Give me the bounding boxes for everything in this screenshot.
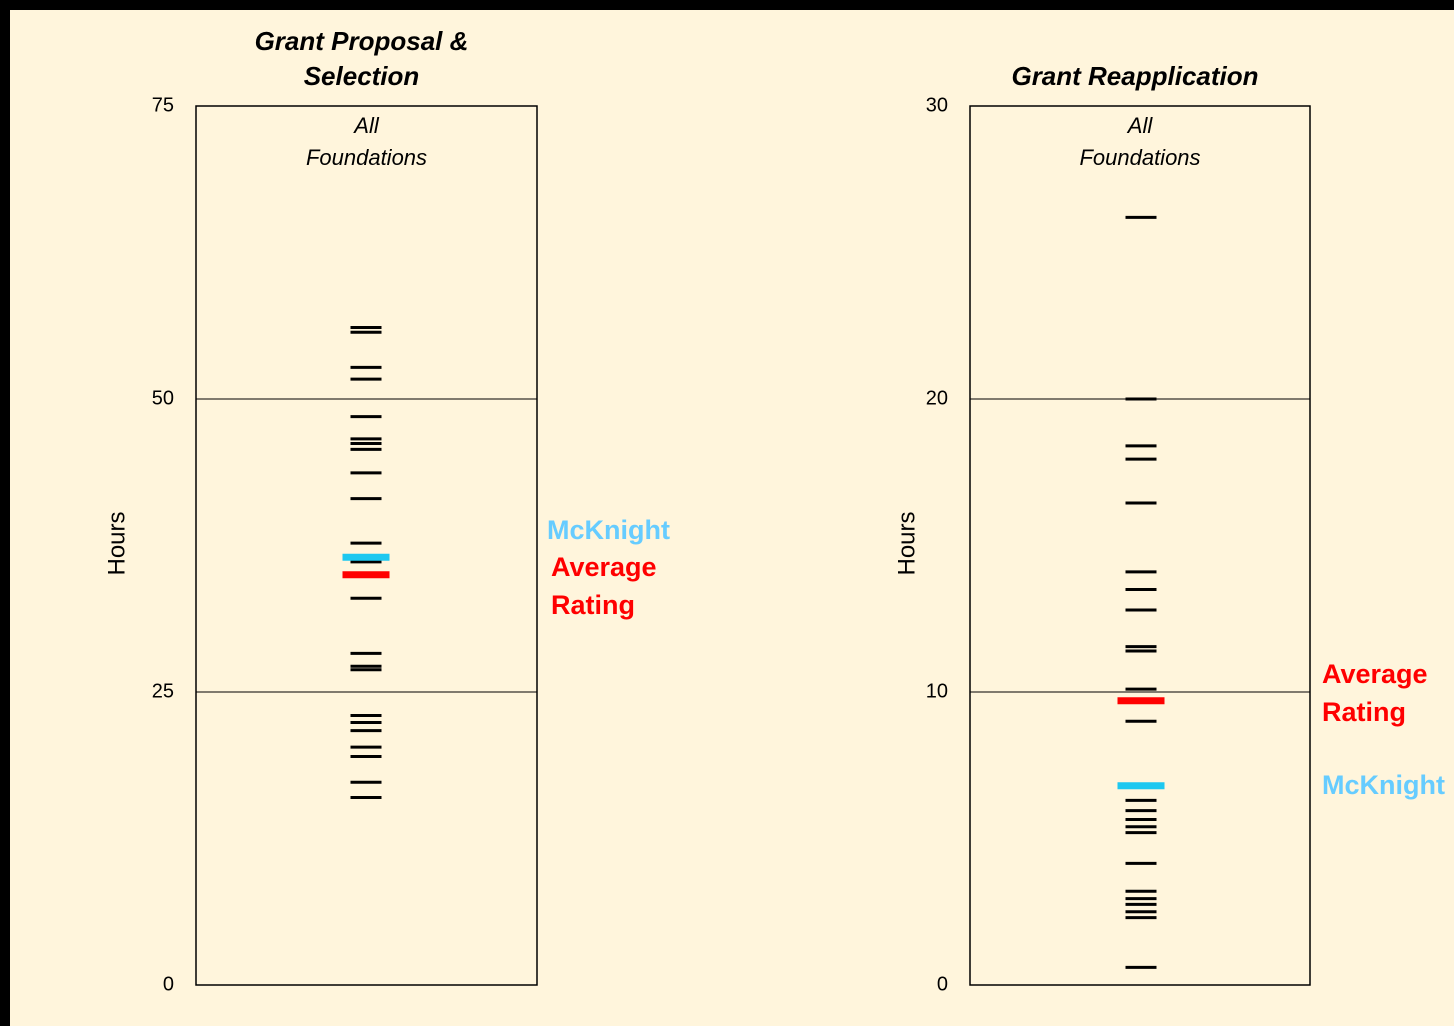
y-tick-label: 75 (152, 94, 174, 116)
y-tick-label: 0 (163, 973, 174, 995)
y-tick-label: 50 (152, 387, 174, 409)
y-axis-label: Hours (103, 511, 130, 575)
y-tick-label: 20 (926, 387, 948, 409)
y-tick-label: 0 (937, 973, 948, 995)
chart-title: Grant Reapplication (1011, 61, 1258, 91)
chart-title: Grant Proposal & Selection (255, 26, 469, 91)
marker-label: Average Rating (1322, 659, 1428, 727)
y-tick-label: 30 (926, 94, 948, 116)
marker-label: Average Rating (551, 552, 657, 620)
y-axis-label: Hours (893, 511, 920, 575)
marker-label: McKnight (1322, 770, 1445, 800)
subtitle: All Foundations (306, 113, 427, 170)
y-tick-label: 10 (926, 680, 948, 702)
y-tick-label: 25 (152, 680, 174, 702)
subtitle: All Foundations (1079, 113, 1200, 170)
marker-label: McKnight (547, 515, 670, 545)
